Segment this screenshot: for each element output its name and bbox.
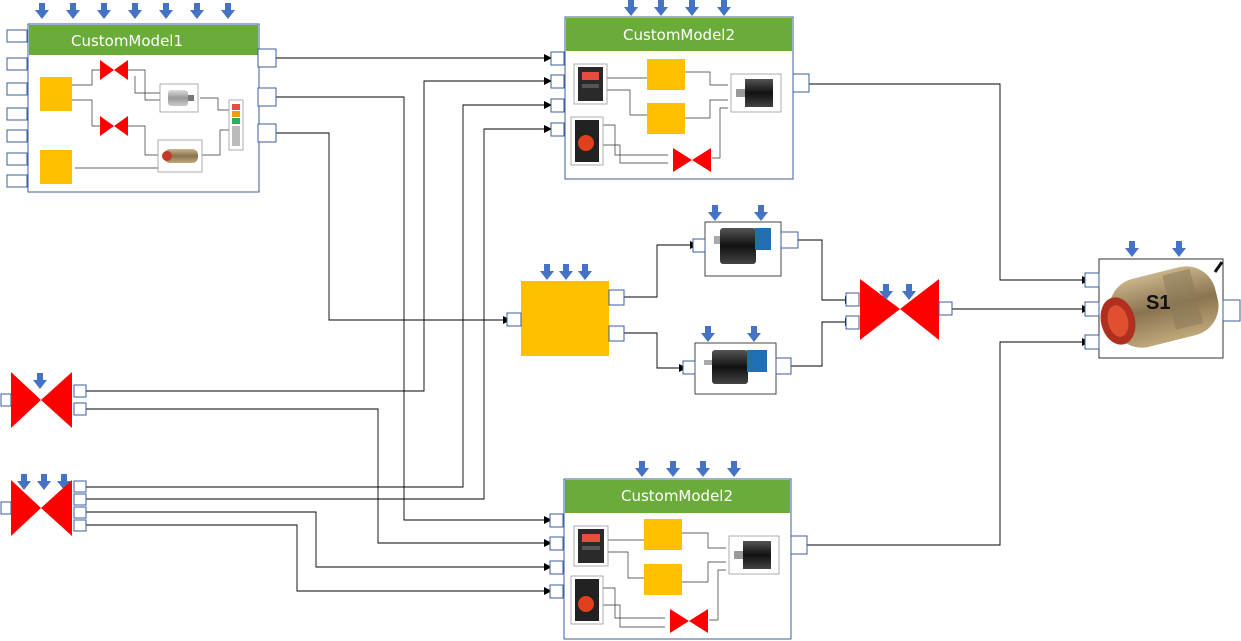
custom-model-2-bottom-title: CustomModel2	[621, 487, 733, 505]
left-valve-2[interactable]	[0, 474, 87, 536]
down-arrow-icon	[17, 474, 71, 490]
down-arrow-icon	[1125, 241, 1139, 257]
sensor-icon	[1100, 261, 1224, 348]
motor-icon	[714, 228, 771, 264]
s1-label: S1	[1146, 292, 1170, 314]
valve-icon	[860, 279, 939, 340]
down-arrow-icon	[747, 326, 761, 342]
custom-model-2-top-block[interactable]: CustomModel2	[550, 0, 810, 180]
down-arrow-icon	[635, 461, 741, 477]
down-arrow-icon	[902, 284, 916, 300]
down-arrow-icon	[33, 373, 47, 389]
sensor-icon	[157, 139, 203, 173]
wires	[86, 54, 1090, 595]
down-arrow-icon	[624, 0, 731, 16]
center-valve[interactable]	[845, 279, 953, 340]
custom-model-1-block[interactable]: CustomModel1	[6, 3, 277, 193]
sensor-icon	[570, 116, 604, 166]
processor-block	[40, 77, 72, 184]
down-arrow-icon	[540, 264, 592, 280]
motor-icon	[730, 73, 782, 113]
down-arrow-icon	[701, 326, 715, 342]
valve-icon	[673, 148, 711, 172]
processor-block	[521, 281, 609, 356]
valve-icon	[100, 60, 128, 136]
motor-top[interactable]	[692, 205, 799, 277]
s1-sensor-block[interactable]: S1	[1084, 241, 1241, 359]
input-ports	[6, 29, 28, 188]
processor-block	[647, 59, 685, 134]
motor-icon	[728, 535, 780, 575]
stack-light-icon	[228, 99, 244, 151]
valve-icon	[11, 372, 72, 428]
sensor-icon	[570, 575, 604, 625]
valve-icon	[11, 480, 72, 536]
central-processor-block[interactable]	[506, 264, 625, 356]
custom-model-2-top-title: CustomModel2	[623, 26, 735, 44]
custom-model-1-title: CustomModel1	[71, 32, 183, 50]
down-arrow-icon	[708, 205, 722, 221]
down-arrow-icon	[1172, 241, 1186, 257]
motor-bottom[interactable]	[682, 326, 792, 395]
down-arrow-icon	[754, 205, 768, 221]
controller-icon	[573, 63, 608, 105]
controller-icon	[573, 525, 609, 567]
valve-icon	[670, 609, 708, 633]
motor-icon	[704, 350, 767, 384]
motor-icon	[159, 83, 199, 113]
down-arrow-icon	[35, 3, 235, 19]
processor-block	[644, 519, 682, 595]
custom-model-2-bottom-block[interactable]: CustomModel2	[549, 461, 808, 640]
output-ports	[257, 48, 277, 143]
left-valve-1[interactable]	[0, 372, 87, 428]
